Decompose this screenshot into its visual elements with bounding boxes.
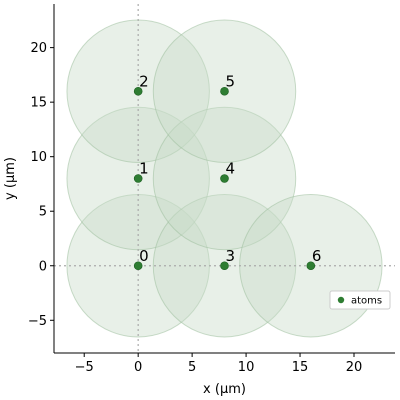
atom-point-6 xyxy=(306,261,316,271)
atom-point-0 xyxy=(133,261,143,271)
x-tick-label: 5 xyxy=(188,360,196,375)
axes xyxy=(53,4,395,354)
legend-marker xyxy=(337,296,345,304)
x-tick-label: 20 xyxy=(346,360,363,375)
atom-point-3 xyxy=(220,261,229,271)
atom-label-1: 1 xyxy=(139,160,149,178)
atom-label-6: 6 xyxy=(312,247,322,265)
atom-label-2: 2 xyxy=(139,72,149,90)
x-tick-label: 10 xyxy=(238,360,255,375)
atom-label-4: 4 xyxy=(226,160,236,178)
x-axis-title: x (µm) xyxy=(203,382,246,397)
y-tick-label: −5 xyxy=(28,314,47,329)
atom-points: 0 1 2 3 4 5 6 xyxy=(133,72,322,271)
legend: atoms xyxy=(329,290,391,310)
atom-point-1 xyxy=(133,174,143,183)
atom-label-5: 5 xyxy=(226,72,236,90)
atom-point-5 xyxy=(220,86,229,96)
atom-point-4 xyxy=(220,174,229,183)
y-tick-label: 5 xyxy=(39,205,47,220)
y-tick-label: 10 xyxy=(30,150,47,165)
legend-box xyxy=(329,290,391,310)
y-tick-label: 0 xyxy=(39,259,47,274)
x-tick-label: 0 xyxy=(134,360,142,375)
y-tick-label: 15 xyxy=(30,96,47,111)
legend-label: atoms xyxy=(351,296,382,307)
y-tick-label: 20 xyxy=(30,41,47,56)
atom-point-2 xyxy=(133,86,143,96)
y-axis-title: y (µm) xyxy=(3,157,18,200)
x-tick-label: −5 xyxy=(75,360,94,375)
atom-label-3: 3 xyxy=(226,247,236,265)
atom-label-0: 0 xyxy=(139,247,149,265)
x-tick-label: 15 xyxy=(292,360,309,375)
